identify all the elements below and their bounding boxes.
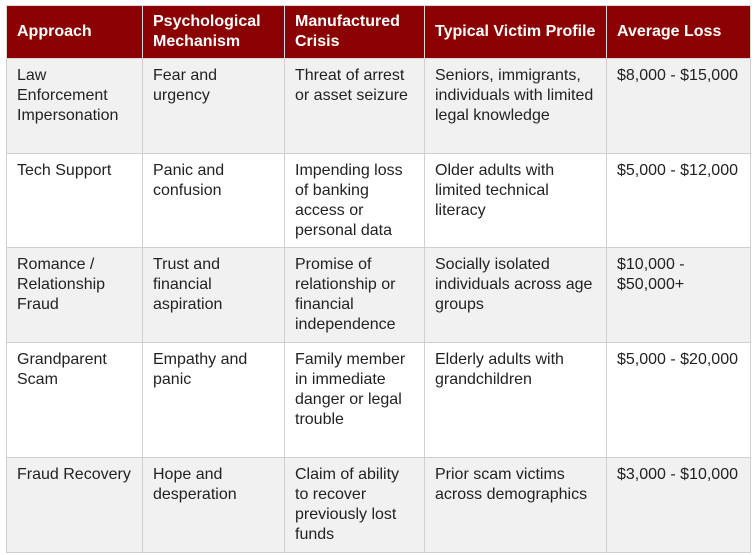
- cell-approach: Grandparent Scam: [6, 342, 143, 458]
- cell-average-loss: $5,000 - $12,000: [606, 153, 751, 248]
- cell-victim-profile: Prior scam victims across demographics: [424, 457, 607, 553]
- cell-average-loss: $10,000 - $50,000+: [606, 247, 751, 343]
- cell-mechanism: Hope and desperation: [142, 457, 285, 553]
- cell-average-loss: $8,000 - $15,000: [606, 58, 751, 154]
- cell-average-loss: $3,000 - $10,000: [606, 457, 751, 553]
- cell-crisis: Impending loss of banking access or pers…: [284, 153, 425, 248]
- header-approach: Approach: [6, 5, 143, 59]
- header-psychological-mechanism: Psychological Mechanism: [142, 5, 285, 59]
- cell-average-loss: $5,000 - $20,000: [606, 342, 751, 458]
- cell-mechanism: Panic and confusion: [142, 153, 285, 248]
- cell-approach: Romance / Relationship Fraud: [6, 247, 143, 343]
- cell-crisis: Claim of ability to recover previously l…: [284, 457, 425, 553]
- cell-mechanism: Trust and financial aspiration: [142, 247, 285, 343]
- scam-approaches-table: Approach Psychological Mechanism Manufac…: [6, 5, 751, 553]
- cell-victim-profile: Older adults with limited technical lite…: [424, 153, 607, 248]
- header-typical-victim-profile: Typical Victim Profile: [424, 5, 607, 59]
- cell-crisis: Threat of arrest or asset seizure: [284, 58, 425, 154]
- cell-victim-profile: Seniors, immigrants, individuals with li…: [424, 58, 607, 154]
- cell-mechanism: Fear and urgency: [142, 58, 285, 154]
- cell-victim-profile: Elderly adults with grandchildren: [424, 342, 607, 458]
- cell-approach: Tech Support: [6, 153, 143, 248]
- cell-mechanism: Empathy and panic: [142, 342, 285, 458]
- table-row: Romance / Relationship Fraud Trust and f…: [6, 247, 751, 343]
- table-row: Grandparent Scam Empathy and panic Famil…: [6, 342, 751, 458]
- header-average-loss: Average Loss: [606, 5, 751, 59]
- cell-victim-profile: Socially isolated individuals across age…: [424, 247, 607, 343]
- cell-approach: Law Enforcement Impersonation: [6, 58, 143, 154]
- header-row: Approach Psychological Mechanism Manufac…: [6, 5, 751, 59]
- table-row: Fraud Recovery Hope and desperation Clai…: [6, 457, 751, 553]
- cell-approach: Fraud Recovery: [6, 457, 143, 553]
- header-manufactured-crisis: Manufactured Crisis: [284, 5, 425, 59]
- cell-crisis: Family member in immediate danger or leg…: [284, 342, 425, 458]
- table-row: Tech Support Panic and confusion Impendi…: [6, 153, 751, 248]
- cell-crisis: Promise of relationship or financial ind…: [284, 247, 425, 343]
- table-row: Law Enforcement Impersonation Fear and u…: [6, 58, 751, 154]
